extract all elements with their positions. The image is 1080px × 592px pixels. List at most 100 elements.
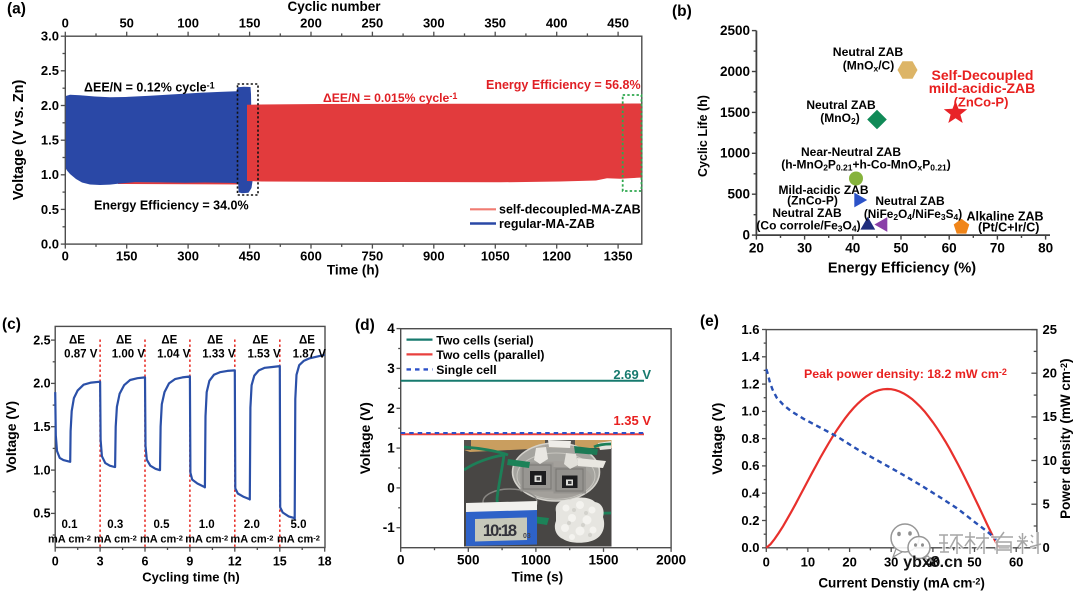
svg-text:0: 0 — [387, 480, 395, 495]
svg-text:1.4: 1.4 — [741, 349, 760, 364]
svg-text:10:18: 10:18 — [483, 522, 517, 540]
svg-text:0.4: 0.4 — [741, 486, 760, 501]
svg-text:150: 150 — [116, 248, 138, 263]
svg-text:15: 15 — [273, 555, 287, 569]
svg-text:ΔEE/N = 0.12% cycle-1: ΔEE/N = 0.12% cycle-1 — [84, 80, 215, 94]
svg-text:18: 18 — [318, 555, 332, 569]
svg-text:1.87 V: 1.87 V — [293, 349, 327, 361]
svg-text:Cycling time (h): Cycling time (h) — [142, 570, 240, 585]
svg-text:Time (h): Time (h) — [327, 263, 379, 278]
svg-text:25: 25 — [1043, 322, 1057, 337]
svg-text:0.6: 0.6 — [741, 458, 759, 473]
svg-text:2000: 2000 — [656, 552, 686, 567]
svg-text:4: 4 — [387, 321, 395, 336]
svg-text:0.0: 0.0 — [741, 540, 759, 555]
svg-text:ΔE: ΔE — [161, 334, 177, 346]
svg-text:mild-acidic-ZAB: mild-acidic-ZAB — [929, 80, 1036, 96]
svg-text:15: 15 — [1043, 409, 1057, 424]
svg-text:(MnOx/C): (MnOx/C) — [843, 59, 894, 74]
svg-text:mA cm-2: mA cm-2 — [230, 533, 273, 545]
svg-text:450: 450 — [239, 248, 261, 263]
svg-text:0.87 V: 0.87 V — [64, 349, 98, 361]
svg-text:2500: 2500 — [720, 23, 750, 38]
svg-text:regular-MA-ZAB: regular-MA-ZAB — [499, 217, 595, 231]
svg-text:1.5: 1.5 — [41, 133, 59, 148]
svg-text:Near-Neutral ZAB: Near-Neutral ZAB — [801, 145, 901, 159]
svg-text:0: 0 — [742, 228, 750, 243]
svg-text:(d): (d) — [355, 317, 375, 334]
svg-text:mA cm-2: mA cm-2 — [277, 533, 320, 545]
svg-text:ΔE: ΔE — [69, 334, 85, 346]
svg-text:1000: 1000 — [720, 146, 750, 161]
svg-text:Peak power density: 18.2 mW cm: Peak power density: 18.2 mW cm-2 — [804, 367, 1007, 381]
svg-text:60: 60 — [942, 240, 957, 255]
svg-text:Power density (mW cm-2): Power density (mW cm-2) — [1058, 359, 1073, 519]
svg-text:30: 30 — [797, 240, 812, 255]
svg-text:1.04 V: 1.04 V — [157, 349, 191, 361]
svg-text:mA cm-2: mA cm-2 — [140, 533, 183, 545]
svg-text:50: 50 — [119, 15, 133, 30]
svg-text:Mild-acidic ZAB: Mild-acidic ZAB — [778, 183, 868, 197]
svg-text:Self-Decoupled: Self-Decoupled — [932, 67, 1034, 83]
svg-text:ybx8.cn: ybx8.cn — [903, 554, 963, 571]
svg-text:250: 250 — [362, 15, 384, 30]
svg-text:mA cm-2: mA cm-2 — [94, 533, 137, 545]
svg-text:0.1: 0.1 — [62, 519, 79, 531]
svg-text:20: 20 — [749, 240, 764, 255]
svg-text:mA cm-2: mA cm-2 — [185, 533, 228, 545]
svg-text:350: 350 — [484, 15, 506, 30]
svg-text:1.5: 1.5 — [33, 420, 50, 434]
svg-text:3: 3 — [97, 555, 104, 569]
svg-text:10: 10 — [1043, 453, 1057, 468]
svg-text:Energy Efficiency = 56.8%: Energy Efficiency = 56.8% — [486, 78, 641, 92]
svg-text:1200: 1200 — [542, 248, 571, 263]
svg-text:1.00 V: 1.00 V — [112, 349, 146, 361]
svg-text:Neutral ZAB: Neutral ZAB — [772, 206, 842, 220]
svg-text:Time (s): Time (s) — [512, 570, 564, 585]
svg-text:5: 5 — [1043, 497, 1050, 512]
svg-text:1.53 V: 1.53 V — [247, 349, 281, 361]
svg-text:Voltage (V): Voltage (V) — [3, 401, 19, 473]
svg-text:2.0: 2.0 — [244, 519, 260, 531]
svg-text:100: 100 — [177, 15, 199, 30]
svg-text:50: 50 — [893, 240, 908, 255]
svg-text:ΔE: ΔE — [299, 334, 315, 346]
svg-text:200: 200 — [300, 15, 322, 30]
svg-text:(Co corrole/Fe3O4): (Co corrole/Fe3O4) — [756, 219, 860, 234]
svg-text:3: 3 — [387, 361, 395, 376]
svg-text:20: 20 — [842, 554, 856, 569]
svg-text:Cyclic Life (h): Cyclic Life (h) — [696, 95, 710, 177]
svg-text:0: 0 — [397, 552, 405, 567]
svg-text:Energy Efficiency = 34.0%: Energy Efficiency = 34.0% — [94, 198, 249, 212]
svg-text:1.0: 1.0 — [199, 519, 215, 531]
svg-text:1: 1 — [387, 441, 395, 456]
svg-text:(h-MnO2P0.21+h-Co-MnOxP0.21): (h-MnO2P0.21+h-Co-MnOxP0.21) — [781, 157, 951, 172]
svg-text:2.5: 2.5 — [41, 63, 59, 78]
svg-text:Neutral ZAB: Neutral ZAB — [833, 45, 904, 59]
svg-text:Voltage (V vs. Zn): Voltage (V vs. Zn) — [11, 80, 27, 201]
svg-text:0: 0 — [62, 15, 69, 30]
svg-text:400: 400 — [546, 15, 568, 30]
svg-text:2000: 2000 — [720, 64, 750, 79]
svg-text:1.0: 1.0 — [41, 167, 59, 182]
svg-text:0.8: 0.8 — [741, 431, 759, 446]
svg-text:Energy Efficiency (%): Energy Efficiency (%) — [828, 261, 976, 277]
svg-text:500: 500 — [727, 187, 750, 202]
svg-text:70: 70 — [990, 240, 1005, 255]
svg-text:450: 450 — [607, 15, 629, 30]
svg-text:10: 10 — [801, 554, 815, 569]
svg-text:0.0: 0.0 — [41, 237, 59, 252]
svg-text:Two cells (parallel): Two cells (parallel) — [436, 348, 544, 362]
svg-text:0: 0 — [62, 248, 69, 263]
svg-text:(ZnCo-P): (ZnCo-P) — [954, 95, 1009, 110]
svg-text:Voltage (V): Voltage (V) — [709, 403, 725, 475]
svg-text:(Pt/C+Ir/C): (Pt/C+Ir/C) — [978, 221, 1039, 235]
svg-text:1000: 1000 — [521, 552, 551, 567]
svg-text:(c): (c) — [2, 316, 21, 333]
svg-text:750: 750 — [362, 248, 384, 263]
svg-text:1.6: 1.6 — [741, 322, 759, 337]
svg-text:Single cell: Single cell — [436, 363, 496, 377]
svg-text:(e): (e) — [700, 313, 719, 330]
svg-text:2.5: 2.5 — [33, 333, 50, 347]
svg-text:1.0: 1.0 — [33, 463, 50, 477]
